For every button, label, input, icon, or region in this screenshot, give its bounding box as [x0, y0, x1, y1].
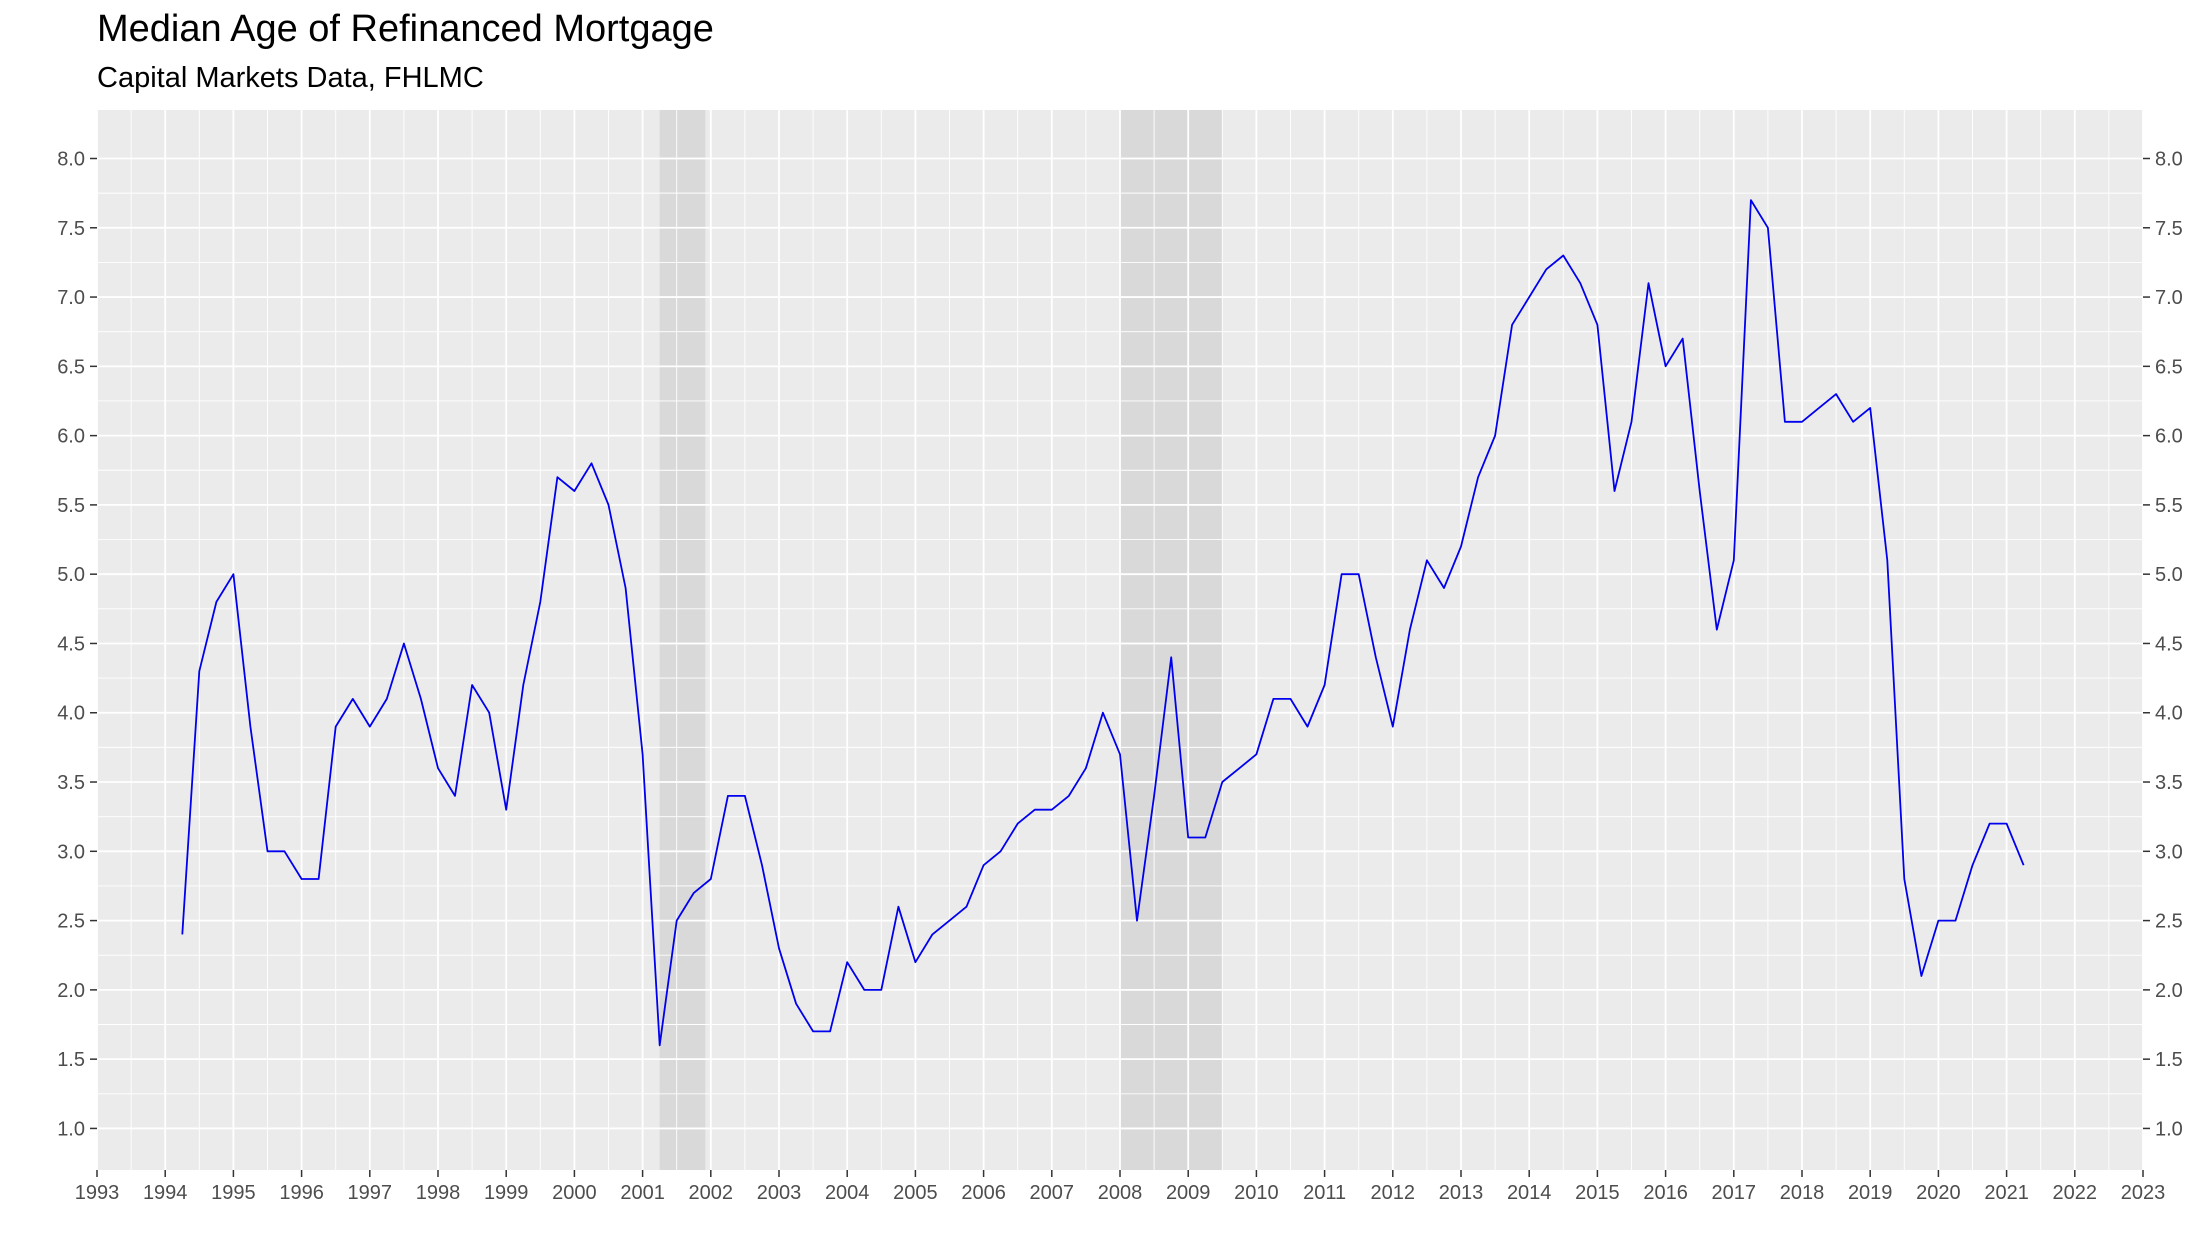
recession-band-1: [1120, 110, 1223, 1170]
y-tick-label-left: 7.5: [57, 218, 85, 240]
x-tick-label: 1997: [348, 1182, 393, 1204]
y-tick-label-left: 3.0: [57, 841, 85, 863]
x-tick-label: 2004: [825, 1182, 870, 1204]
x-tick-label: 2007: [1030, 1182, 1075, 1204]
x-tick-label: 2010: [1234, 1182, 1279, 1204]
y-tick-label-right: 4.5: [2155, 633, 2183, 655]
y-tick-label-right: 5.0: [2155, 564, 2183, 586]
y-tick-label-right: 2.5: [2155, 911, 2183, 933]
x-tick-label: 2018: [1780, 1182, 1825, 1204]
x-tick-label: 1995: [211, 1182, 256, 1204]
x-tick-label: 1994: [143, 1182, 188, 1204]
x-tick-label: 2021: [1984, 1182, 2029, 1204]
chart-title: Median Age of Refinanced Mortgage: [97, 8, 714, 50]
y-tick-label-right: 6.0: [2155, 426, 2183, 448]
y-tick-label-right: 7.5: [2155, 218, 2183, 240]
y-tick-label-right: 2.0: [2155, 980, 2183, 1002]
x-tick-label: 2013: [1439, 1182, 1484, 1204]
y-tick-label-right: 3.0: [2155, 841, 2183, 863]
y-tick-label-right: 8.0: [2155, 148, 2183, 170]
x-tick-label: 1993: [75, 1182, 120, 1204]
x-tick-label: 2005: [893, 1182, 938, 1204]
x-tick-label: 2022: [2053, 1182, 2098, 1204]
x-tick-label: 2000: [552, 1182, 597, 1204]
x-tick-label: 2006: [961, 1182, 1006, 1204]
y-tick-label-right: 1.0: [2155, 1118, 2183, 1140]
x-tick-label: 2017: [1712, 1182, 1757, 1204]
y-tick-label-left: 5.0: [57, 564, 85, 586]
grid-lines: [96, 110, 2144, 1170]
series-group: [181, 199, 2025, 1047]
y-tick-label-right: 3.5: [2155, 772, 2183, 794]
y-tick-label-left: 1.0: [57, 1118, 85, 1140]
x-tick-label: 1998: [416, 1182, 461, 1204]
x-tick-label: 2015: [1575, 1182, 1620, 1204]
x-tick-label: 2002: [689, 1182, 734, 1204]
y-tick-label-right: 6.5: [2155, 356, 2183, 378]
series-line-0: [181, 199, 2025, 1047]
chart-subtitle: Capital Markets Data, FHLMC: [97, 62, 484, 94]
x-tick-label: 2001: [620, 1182, 665, 1204]
y-tick-label-left: 1.5: [57, 1049, 85, 1071]
y-tick-label-right: 7.0: [2155, 287, 2183, 309]
y-tick-label-right: 1.5: [2155, 1049, 2183, 1071]
y-tick-label-right: 5.5: [2155, 495, 2183, 517]
x-tick-label: 2014: [1507, 1182, 1552, 1204]
y-tick-label-left: 6.5: [57, 356, 85, 378]
x-tick-label: 2011: [1303, 1182, 1346, 1204]
x-tick-label: 1999: [484, 1182, 529, 1204]
recession-band-0: [659, 110, 706, 1170]
x-tick-label: 2003: [757, 1182, 802, 1204]
x-tick-label: 2023: [2121, 1182, 2166, 1204]
y-tick-label-left: 6.0: [57, 426, 85, 448]
y-tick-label-left: 2.0: [57, 980, 85, 1002]
x-tick-label: 2009: [1166, 1182, 1211, 1204]
x-tick-label: 2012: [1371, 1182, 1416, 1204]
x-tick-label: 1996: [279, 1182, 324, 1204]
y-tick-label-right: 4.0: [2155, 703, 2183, 725]
y-tick-label-left: 7.0: [57, 287, 85, 309]
y-tick-label-left: 3.5: [57, 772, 85, 794]
x-tick-label: 2020: [1916, 1182, 1961, 1204]
x-tick-label: 2019: [1848, 1182, 1893, 1204]
x-tick-label: 2008: [1098, 1182, 1143, 1204]
y-tick-label-left: 2.5: [57, 911, 85, 933]
y-tick-label-left: 8.0: [57, 148, 85, 170]
x-tick-label: 2016: [1643, 1182, 1688, 1204]
y-tick-label-left: 4.0: [57, 703, 85, 725]
y-tick-label-left: 4.5: [57, 633, 85, 655]
axes: 1993 1994 1995 1996 1997 1998 1999 2000 2001 2002…: [57, 148, 2183, 1204]
y-tick-label-left: 5.5: [57, 495, 85, 517]
